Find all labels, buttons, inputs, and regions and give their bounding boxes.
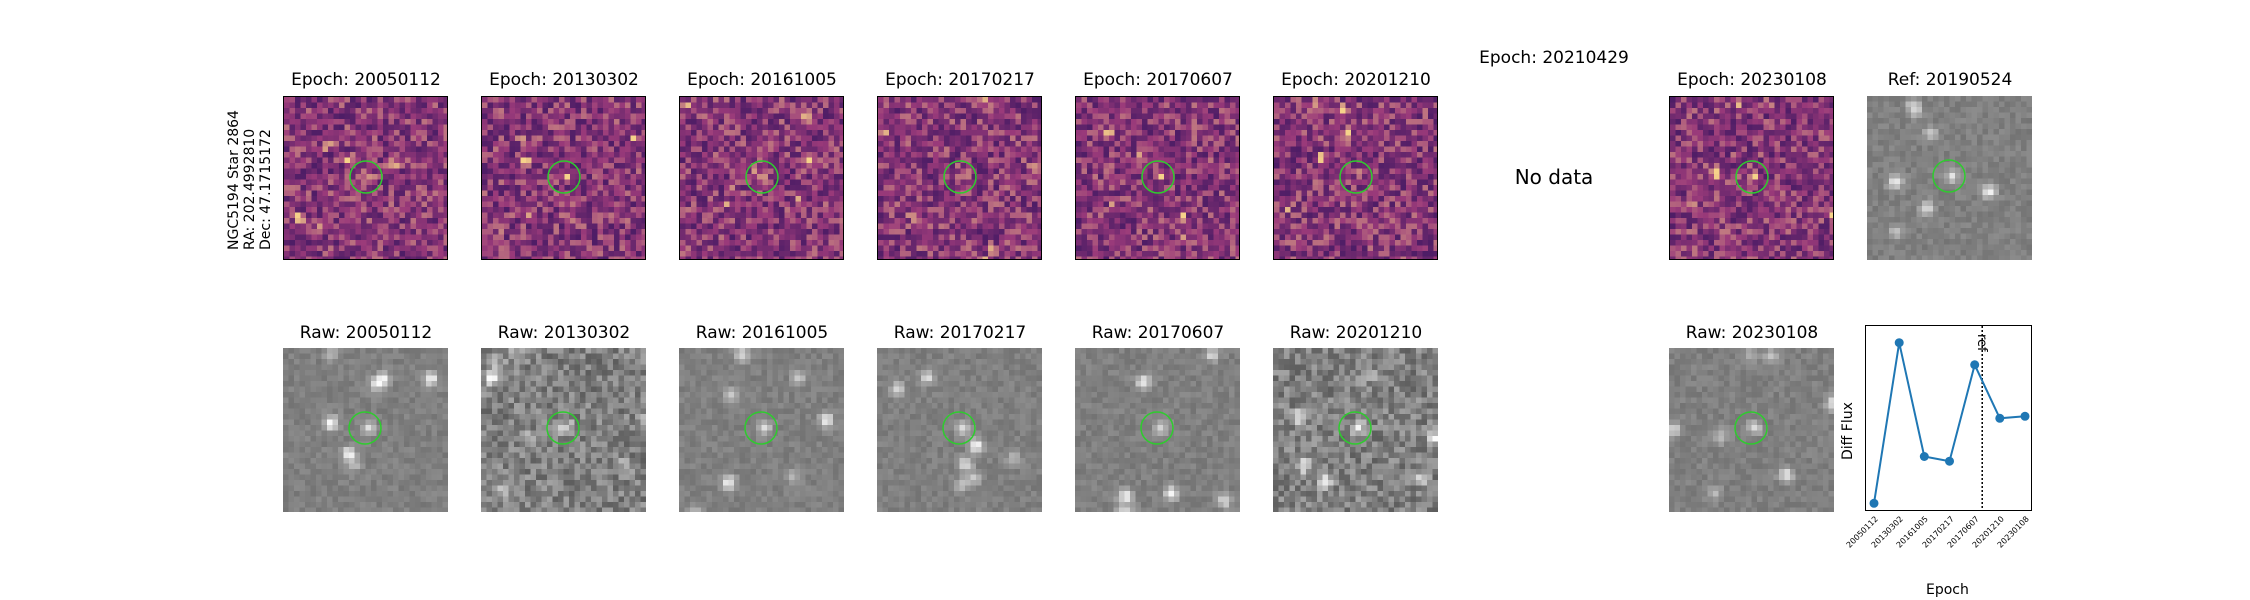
raw-image-0	[283, 348, 448, 512]
data-point	[1894, 338, 1904, 348]
target-circle	[348, 411, 382, 445]
diff-title-3: Epoch: 20170217	[885, 70, 1035, 90]
raw-image-5	[1273, 348, 1438, 512]
light-curve-svg	[1869, 326, 2030, 510]
diff-title-7: Epoch: 20230108	[1677, 70, 1827, 90]
no-data-text: No data	[1514, 165, 1594, 189]
raw-title-2: Raw: 20161005	[695, 323, 829, 343]
diff-image-2	[679, 96, 844, 260]
ref-title: Ref: 20190524	[1887, 70, 2013, 90]
target-circle	[349, 160, 383, 194]
star-name: NGC5194 Star 2864	[226, 110, 242, 250]
target-circle	[943, 160, 977, 194]
diff-image-0	[283, 96, 448, 260]
diff-title-4: Epoch: 20170607	[1083, 70, 1233, 90]
target-circle	[546, 411, 580, 445]
raw-title-3: Raw: 20170217	[893, 323, 1027, 343]
diff-title-2: Epoch: 20161005	[687, 70, 837, 90]
light-curve-plot	[1865, 325, 2032, 511]
raw-title-0: Raw: 20050112	[299, 323, 433, 343]
diff-title-1: Epoch: 20130302	[489, 70, 639, 90]
target-circle	[942, 411, 976, 445]
diff-image-1	[481, 96, 646, 260]
y-axis-label: Diff Flux	[1840, 402, 1856, 460]
target-circle	[1339, 160, 1373, 194]
data-point	[1995, 413, 2005, 423]
raw-title-4: Raw: 20170607	[1091, 323, 1225, 343]
data-point	[1970, 360, 1980, 370]
star-dec: Dec: 47.1715172	[258, 129, 274, 250]
target-circle	[1338, 411, 1372, 445]
target-circle	[744, 411, 778, 445]
data-point	[2020, 411, 2030, 421]
star-info-label: NGC5194 Star 2864 RA: 202.4992810 Dec: 4…	[226, 110, 274, 250]
raw-image-2	[679, 348, 844, 512]
target-circle	[1141, 160, 1175, 194]
target-circle	[547, 160, 581, 194]
diff-image-4	[1075, 96, 1240, 260]
raw-title-1: Raw: 20130302	[497, 323, 631, 343]
diff-title-0: Epoch: 20050112	[291, 70, 441, 90]
diff-title-6: Epoch: 20210429	[1479, 48, 1629, 68]
data-point	[1869, 498, 1879, 508]
x-axis-label: Epoch	[1926, 582, 1969, 598]
target-circle	[1734, 411, 1768, 445]
raw-image-6	[1669, 348, 1834, 512]
diff-title-5: Epoch: 20201210	[1281, 70, 1431, 90]
target-circle	[1140, 411, 1174, 445]
raw-title-5: Raw: 20201210	[1289, 323, 1423, 343]
target-circle	[745, 160, 779, 194]
diff-image-3	[877, 96, 1042, 260]
diff-image-7	[1669, 96, 1834, 260]
raw-image-1	[481, 348, 646, 512]
star-ra: RA: 202.4992810	[242, 128, 258, 250]
raw-image-4	[1075, 348, 1240, 512]
series-line	[1873, 342, 2026, 504]
ref-image	[1867, 96, 2032, 260]
target-circle	[1735, 160, 1769, 194]
diff-image-5	[1273, 96, 1438, 260]
ref-label: ref	[1974, 334, 1990, 352]
raw-image-3	[877, 348, 1042, 512]
data-point	[1919, 452, 1929, 461]
raw-title-6: Raw: 20230108	[1685, 323, 1819, 343]
data-point	[1945, 456, 1954, 466]
target-circle	[1932, 159, 1966, 193]
